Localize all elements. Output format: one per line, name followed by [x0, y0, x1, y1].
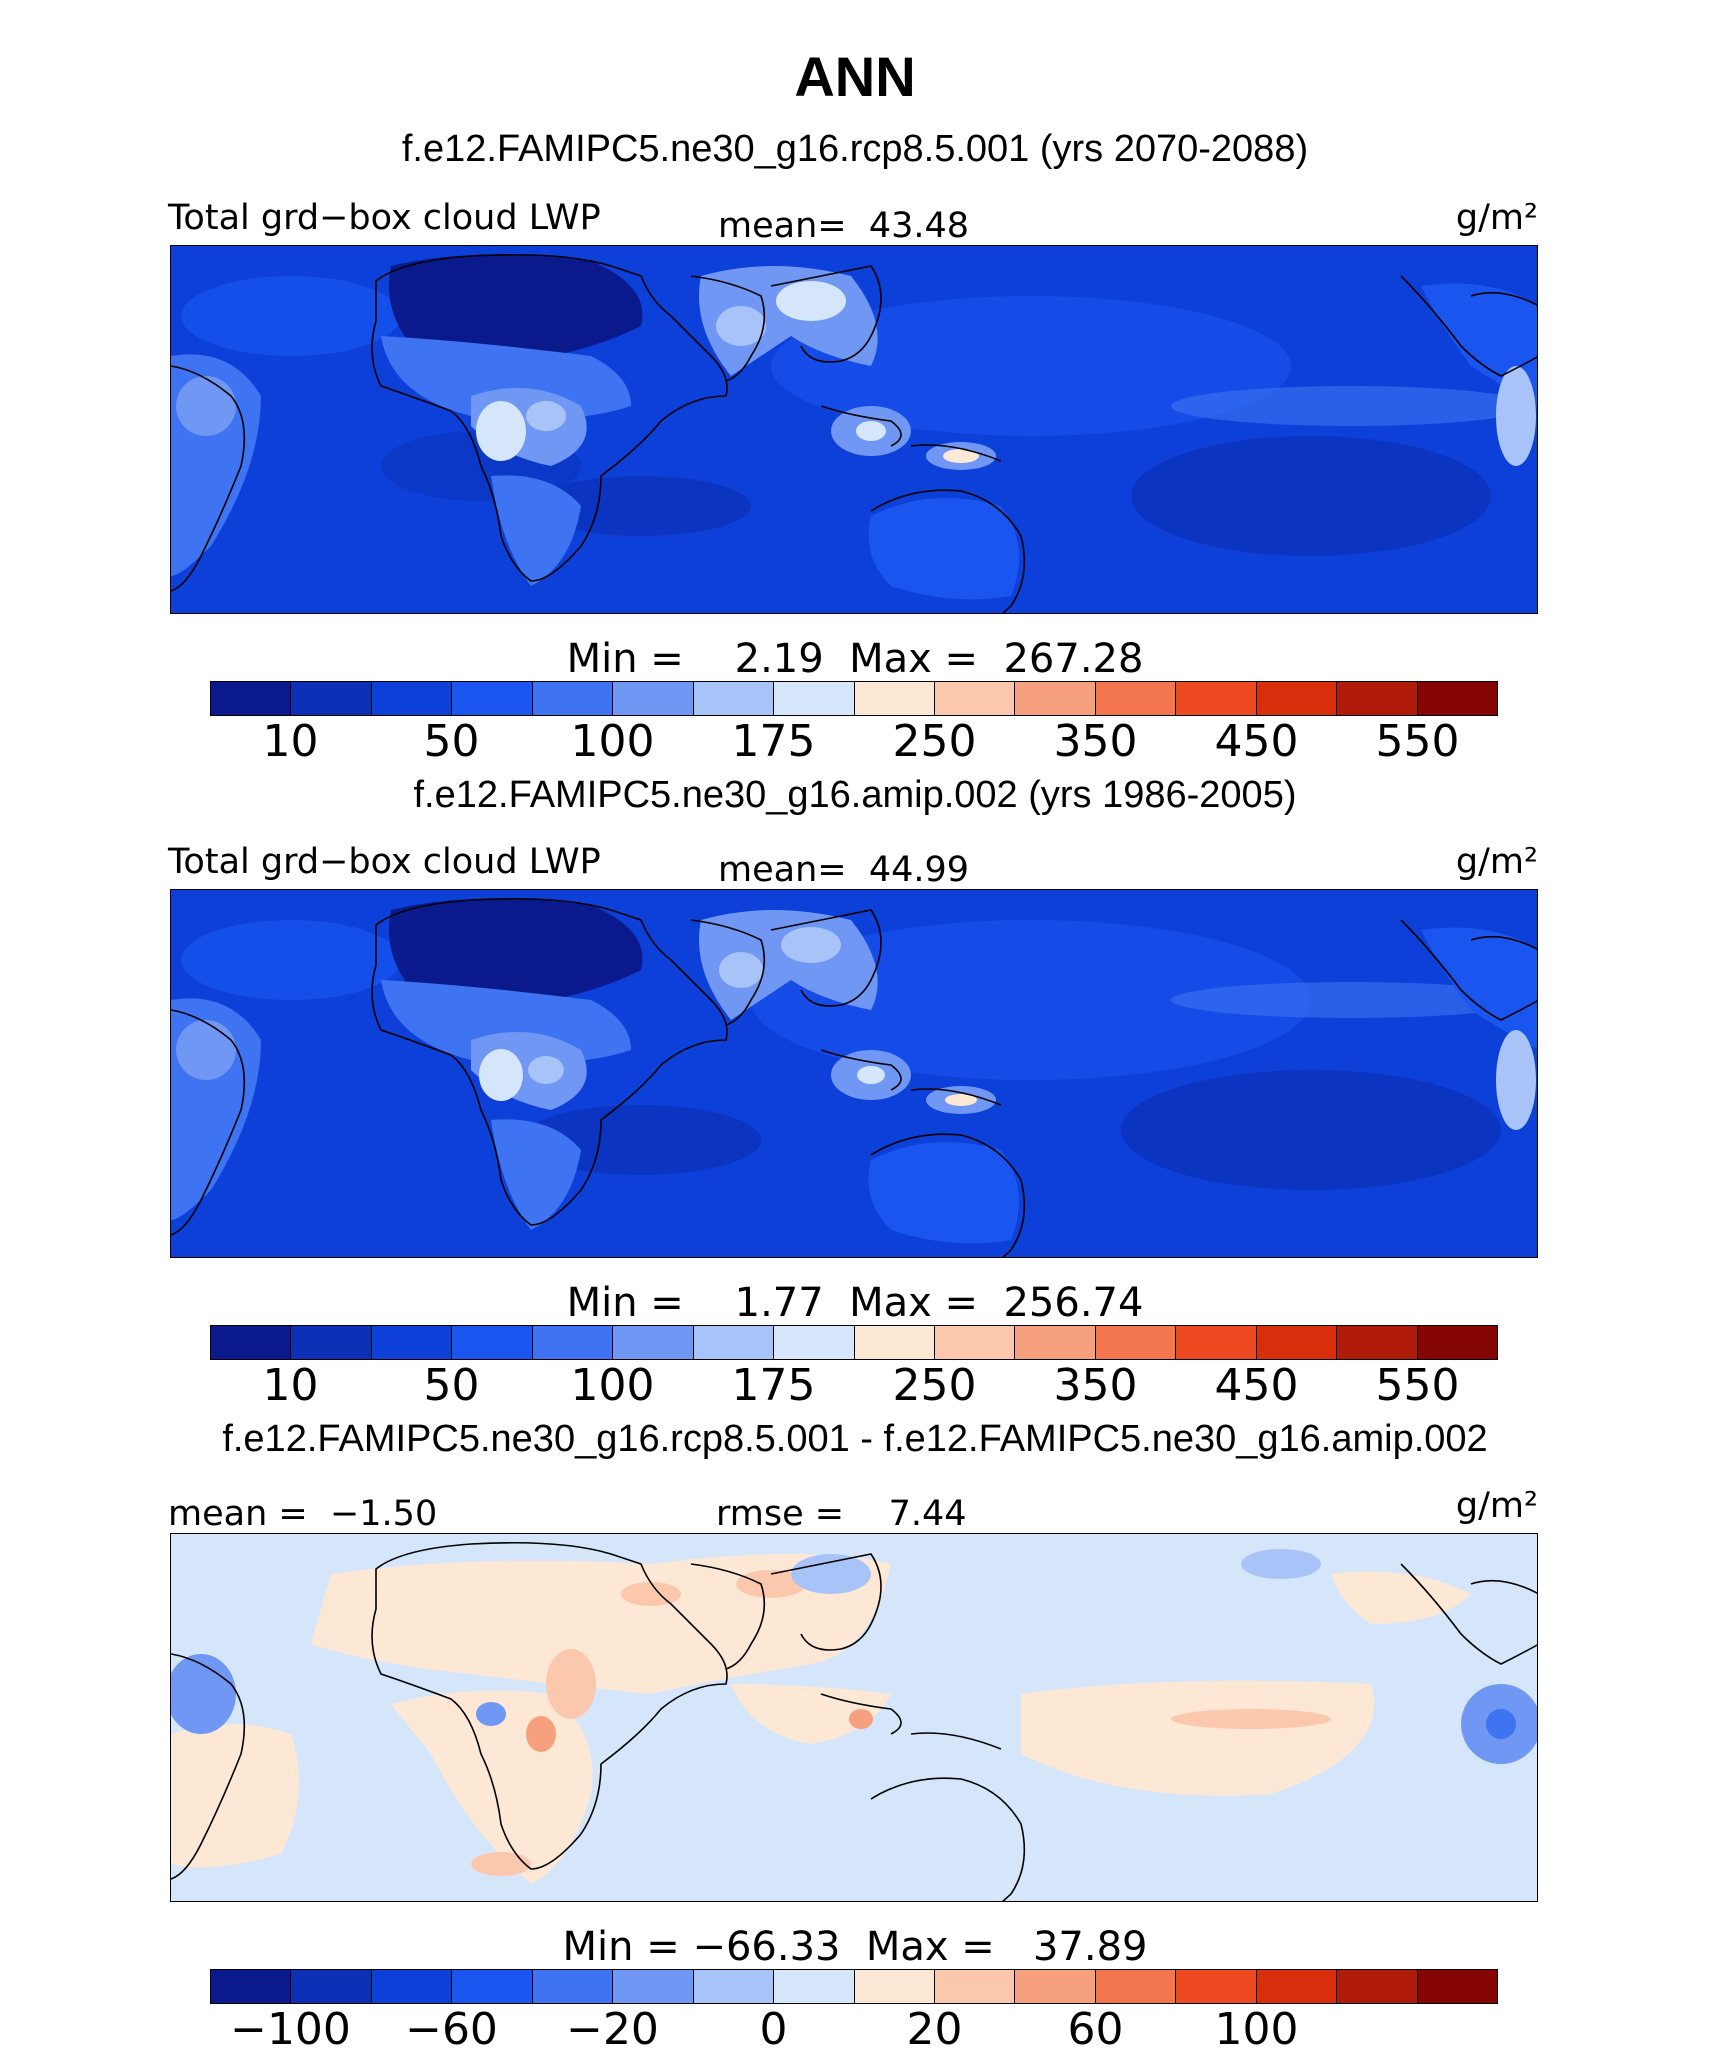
colorbar-segment-9 [934, 1970, 1016, 2003]
colorbar-tick-label: 450 [1214, 716, 1299, 767]
colorbar-segment-9 [934, 1326, 1016, 1359]
colorbar-tick-label: 50 [423, 716, 480, 767]
colorbar-segment-14 [1337, 1970, 1418, 2003]
colorbar-segment-3 [452, 682, 533, 715]
colorbar-tick-label: 175 [731, 716, 816, 767]
colorbar-segment-2 [371, 1970, 453, 2003]
colorbar-segment-9 [934, 682, 1016, 715]
colorbar-segment-1 [291, 682, 372, 715]
colorbar-segment-4 [532, 1970, 614, 2003]
colorbar-segment-4 [532, 1326, 614, 1359]
colorbar-segment-1 [291, 1326, 372, 1359]
colorbar-segment-3 [452, 1970, 533, 2003]
panel-3-colorbar-ticks: −100 −60 −20 0 20 60 100 [210, 2004, 1498, 2055]
panel-1-units: g/m² [1455, 198, 1538, 238]
panel-1-colorbar-ticks: 10 50 100 175 250 350 450 550 [210, 716, 1498, 767]
colorbar-segment-14 [1337, 682, 1418, 715]
panel-3-mean-label: mean = −1.50 [168, 1494, 438, 1534]
colorbar-tick-label: −60 [405, 2004, 498, 2055]
colorbar-segment-13 [1256, 1326, 1338, 1359]
colorbar-segment-8 [854, 682, 935, 715]
panel-3-colorbar [210, 1969, 1498, 2004]
panel-3-rmse-label: rmse = 7.44 [716, 1494, 967, 1534]
colorbar-tick-label: 250 [892, 1360, 977, 1411]
panel-1-variable-label: Total grd−box cloud LWP [168, 198, 601, 238]
colorbar-segment-6 [693, 1326, 775, 1359]
colorbar-segment-12 [1176, 1326, 1257, 1359]
colorbar-segment-14 [1337, 1326, 1418, 1359]
colorbar-tick-label: 450 [1214, 1360, 1299, 1411]
colorbar-tick-label: 10 [262, 716, 319, 767]
colorbar-tick-label: 550 [1375, 1360, 1460, 1411]
colorbar-tick-label: 20 [906, 2004, 963, 2055]
panel-2-title: f.e12.FAMIPC5.ne30_g16.amip.002 (yrs 198… [413, 774, 1297, 816]
colorbar-segment-8 [854, 1326, 935, 1359]
colorbar-tick-label: −100 [230, 2004, 351, 2055]
panel-1-title: f.e12.FAMIPC5.ne30_g16.rcp8.5.001 (yrs 2… [401, 128, 1309, 170]
colorbar-tick-label: 10 [262, 1360, 319, 1411]
colorbar-segment-11 [1095, 682, 1177, 715]
colorbar-segment-13 [1256, 682, 1338, 715]
colorbar-segment-2 [371, 1326, 453, 1359]
panel-3-map [170, 1533, 1538, 1902]
panel-1-map [170, 245, 1538, 614]
panel-2-map-svg [171, 890, 1537, 1257]
colorbar-segment-0 [211, 1326, 292, 1359]
colorbar-segment-0 [211, 1970, 292, 2003]
colorbar-segment-4 [532, 682, 614, 715]
colorbar-segment-10 [1015, 1326, 1096, 1359]
colorbar-segment-15 [1417, 1326, 1497, 1359]
colorbar-tick-label: 100 [1214, 2004, 1299, 2055]
colorbar-tick-label: 250 [892, 716, 977, 767]
panel-2-map [170, 889, 1538, 1258]
colorbar-segment-12 [1176, 1970, 1257, 2003]
colorbar-segment-5 [613, 1326, 694, 1359]
colorbar-segment-6 [693, 682, 775, 715]
colorbar-segment-11 [1095, 1326, 1177, 1359]
panel-2-colorbar-ticks: 10 50 100 175 250 350 450 550 [210, 1360, 1498, 1411]
colorbar-segment-7 [774, 1326, 855, 1359]
panel-3-title: f.e12.FAMIPC5.ne30_g16.rcp8.5.001 - f.e1… [222, 1418, 1488, 1460]
colorbar-tick-label: 175 [731, 1360, 816, 1411]
panel-2-units: g/m² [1455, 842, 1538, 882]
colorbar-segment-11 [1095, 1970, 1177, 2003]
panel-2-minmax: Min = 1.77 Max = 256.74 [566, 1280, 1144, 1326]
colorbar-segment-8 [854, 1970, 935, 2003]
colorbar-segment-5 [613, 682, 694, 715]
panel-2-colorbar [210, 1325, 1498, 1360]
colorbar-segment-2 [371, 682, 453, 715]
colorbar-tick-label: −20 [566, 2004, 659, 2055]
colorbar-segment-1 [291, 1970, 372, 2003]
panel-1-minmax: Min = 2.19 Max = 267.28 [566, 636, 1144, 682]
colorbar-tick-label: 350 [1053, 716, 1138, 767]
colorbar-tick-label: 550 [1375, 716, 1460, 767]
figure-title: ANN [794, 45, 916, 108]
colorbar-tick-label: 350 [1053, 1360, 1138, 1411]
colorbar-segment-7 [774, 682, 855, 715]
colorbar-segment-7 [774, 1970, 855, 2003]
colorbar-segment-10 [1015, 682, 1096, 715]
colorbar-segment-15 [1417, 1970, 1497, 2003]
colorbar-segment-15 [1417, 682, 1497, 715]
panel-1-mean-label: mean= 43.48 [718, 206, 970, 246]
panel-3-map-svg [171, 1534, 1537, 1901]
colorbar-segment-13 [1256, 1970, 1338, 2003]
colorbar-segment-12 [1176, 682, 1257, 715]
colorbar-segment-0 [211, 682, 292, 715]
colorbar-segment-3 [452, 1326, 533, 1359]
colorbar-segment-6 [693, 1970, 775, 2003]
panel-3-minmax: Min = −66.33 Max = 37.89 [562, 1924, 1148, 1970]
colorbar-segment-10 [1015, 1970, 1096, 2003]
colorbar-tick-label: 60 [1067, 2004, 1124, 2055]
panel-1-colorbar [210, 681, 1498, 716]
colorbar-tick-label: 0 [759, 2004, 788, 2055]
colorbar-tick-label: 50 [423, 1360, 480, 1411]
colorbar-tick-label: 100 [570, 1360, 655, 1411]
panel-1-map-svg [171, 246, 1537, 613]
colorbar-tick-label: 100 [570, 716, 655, 767]
panel-2-mean-label: mean= 44.99 [718, 850, 970, 890]
colorbar-segment-5 [613, 1970, 694, 2003]
panel-3-units: g/m² [1455, 1486, 1538, 1526]
panel-2-variable-label: Total grd−box cloud LWP [168, 842, 601, 882]
